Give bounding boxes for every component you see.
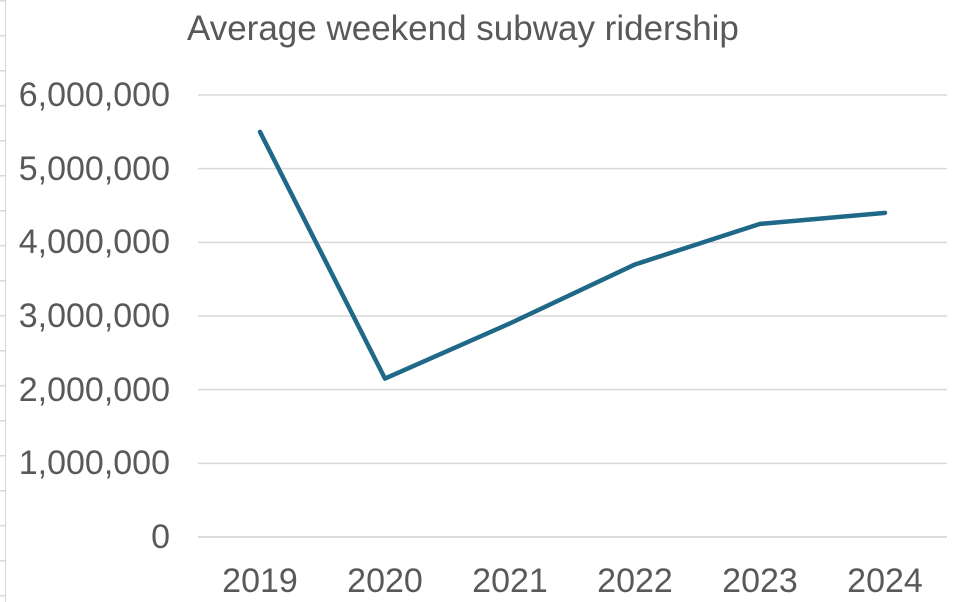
chart-title: Average weekend subway ridership: [187, 9, 739, 48]
x-axis-tick-label: 2022: [597, 562, 673, 600]
x-axis-tick-label: 2023: [722, 562, 798, 600]
x-axis-tick-label: 2021: [472, 562, 548, 600]
spreadsheet-row-gridlines: [0, 0, 6, 602]
x-axis-tick-label: 2020: [347, 562, 423, 600]
y-axis-tick-label: 0: [151, 518, 170, 556]
y-axis-tick-label: 1,000,000: [18, 444, 170, 483]
y-axis-tick-label: 3,000,000: [18, 297, 170, 335]
y-axis-tick-label: 4,000,000: [18, 223, 170, 262]
x-axis-tick-label: 2024: [847, 562, 923, 600]
x-axis-tick-label: 2019: [222, 562, 298, 600]
y-axis-tick-label: 5,000,000: [18, 149, 170, 188]
y-axis-tick-label: 6,000,000: [18, 76, 170, 114]
y-axis-tick-label: 2,000,000: [18, 370, 170, 409]
ridership-line-series: [257, 129, 888, 381]
